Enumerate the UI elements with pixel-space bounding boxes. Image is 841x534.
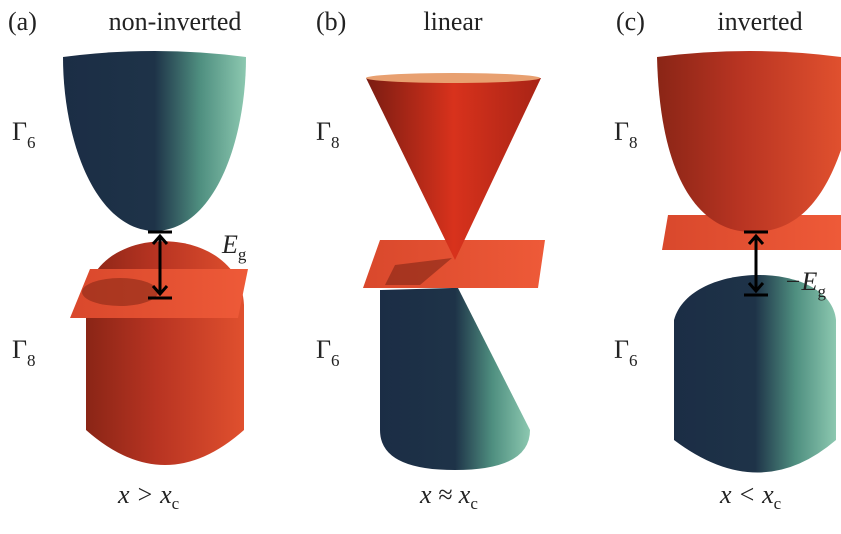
page: {"panels": [ {"label": "(a)", "title": "…: [0, 0, 841, 534]
panel-title: inverted: [717, 7, 802, 36]
subscript: 8: [331, 133, 340, 152]
symbol: −E: [784, 267, 818, 296]
lower-band: [674, 275, 836, 473]
upper-label: Γ8: [316, 117, 340, 152]
subscript: 8: [629, 133, 638, 152]
condition-text: x > x: [117, 480, 172, 509]
condition: x > xc: [117, 480, 180, 513]
condition: x < xc: [719, 480, 782, 513]
subscript: 8: [27, 351, 36, 370]
condition-text: x ≈ x: [419, 480, 471, 509]
panel-b: (b) linear Γ8 Γ6 x ≈ xc: [316, 7, 545, 513]
shadow: [82, 278, 158, 306]
panel-label: (b): [316, 7, 346, 36]
panel-label: (c): [616, 7, 645, 36]
lower-label: Γ8: [12, 335, 36, 370]
condition: x ≈ xc: [419, 480, 478, 513]
symbol: E: [221, 230, 238, 259]
symbol: Γ: [12, 117, 27, 146]
lower-label: Γ6: [614, 335, 638, 370]
subscript: g: [238, 245, 247, 264]
upper-band: [63, 51, 246, 231]
condition-text: x < x: [719, 480, 774, 509]
lower-band: [380, 288, 530, 470]
symbol: Γ: [614, 335, 629, 364]
upper-band: [657, 51, 841, 232]
cone-rim: [366, 73, 540, 83]
subscript: 6: [331, 351, 340, 370]
upper-band: [366, 78, 541, 260]
lower-label: Γ6: [316, 335, 340, 370]
subscript: g: [817, 282, 826, 301]
symbol: Γ: [316, 117, 331, 146]
subscript: c: [774, 494, 782, 513]
panel-label: (a): [8, 7, 37, 36]
panel-c: (c) inverted Γ8 Γ6 −Eg x < xc: [614, 7, 841, 513]
panel-title: linear: [423, 7, 483, 36]
panel-title: non-inverted: [109, 7, 242, 36]
subscript: 6: [629, 351, 638, 370]
symbol: Γ: [12, 335, 27, 364]
upper-label: Γ6: [12, 117, 36, 152]
gap-label: Eg: [221, 230, 247, 264]
subscript: 6: [27, 133, 36, 152]
symbol: Γ: [316, 335, 331, 364]
subscript: c: [470, 494, 478, 513]
figure: (a) non-inverted Γ6 Γ8 Eg x > xc (b) lin…: [0, 0, 841, 534]
gap-label: −Eg: [784, 267, 826, 301]
symbol: Γ: [614, 117, 629, 146]
panel-a: (a) non-inverted Γ6 Γ8 Eg x > xc: [8, 7, 248, 513]
upper-label: Γ8: [614, 117, 638, 152]
subscript: c: [172, 494, 180, 513]
